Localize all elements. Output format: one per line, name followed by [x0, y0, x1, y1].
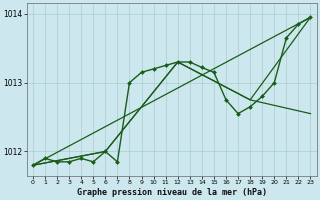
X-axis label: Graphe pression niveau de la mer (hPa): Graphe pression niveau de la mer (hPa)	[77, 188, 267, 197]
